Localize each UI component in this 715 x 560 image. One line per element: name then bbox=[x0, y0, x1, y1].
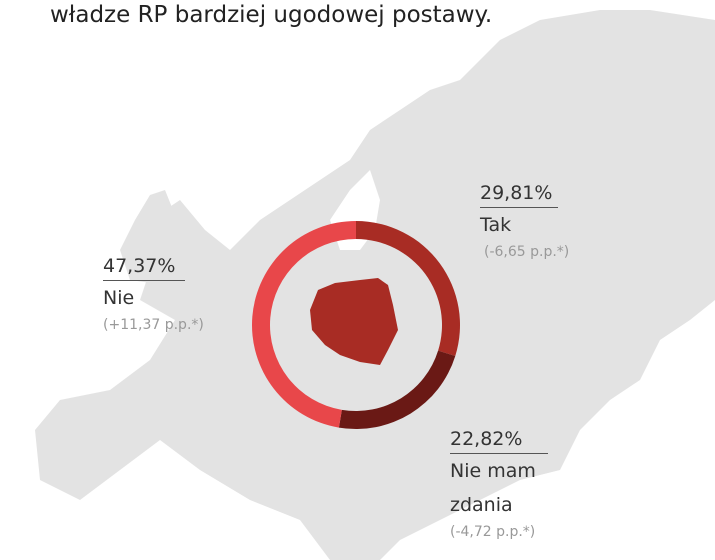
category-label: Nie bbox=[103, 287, 135, 309]
change-annotation: (+11,37 p.p.*) bbox=[103, 317, 204, 333]
value-label: 29,81% bbox=[480, 182, 558, 208]
donut-slice bbox=[251, 221, 356, 428]
donut-slice bbox=[356, 221, 460, 356]
value-label: 22,82% bbox=[450, 428, 548, 454]
slice-label: 22,82% Nie mam zdania (-4,72 p.p.*) bbox=[450, 428, 548, 540]
map-uk bbox=[120, 190, 190, 285]
change-annotation: (-6,65 p.p.*) bbox=[484, 244, 570, 260]
donut-slice bbox=[338, 350, 456, 429]
slice-label: 47,37% Nie (+11,37 p.p.*) bbox=[103, 255, 204, 333]
chart-title: władze RP bardziej ugodowej postawy. bbox=[50, 2, 493, 28]
category-label: Tak bbox=[480, 214, 512, 236]
value-label: 47,37% bbox=[103, 255, 185, 281]
change-annotation: (-4,72 p.p.*) bbox=[450, 524, 536, 540]
map-poland bbox=[310, 278, 398, 365]
category-label: Nie mam zdania bbox=[450, 460, 536, 516]
slice-label: 29,81% Tak (-6,65 p.p.*) bbox=[480, 182, 570, 260]
